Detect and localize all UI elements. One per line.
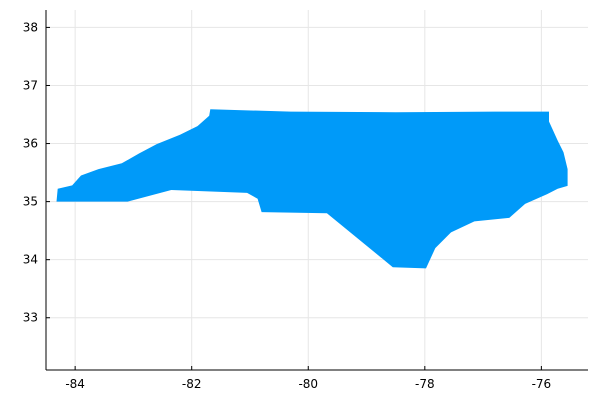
x-tick-label: -82 bbox=[182, 377, 202, 391]
x-tick-label: -84 bbox=[65, 377, 85, 391]
x-axis-ticks: -84 -82 -80 -78 -76 bbox=[65, 366, 551, 391]
x-tick-label: -80 bbox=[298, 377, 318, 391]
y-tick-label: 36 bbox=[23, 137, 38, 151]
x-tick-label: -76 bbox=[532, 377, 552, 391]
y-tick-label: 37 bbox=[23, 78, 38, 92]
y-tick-label: 33 bbox=[23, 311, 38, 325]
y-tick-label: 34 bbox=[23, 253, 38, 267]
y-tick-label: 35 bbox=[23, 195, 38, 209]
y-tick-label: 38 bbox=[23, 20, 38, 34]
north-carolina-shape bbox=[56, 109, 568, 269]
y-axis-ticks: 33 34 35 36 37 38 bbox=[23, 20, 50, 325]
x-tick-label: -78 bbox=[415, 377, 435, 391]
